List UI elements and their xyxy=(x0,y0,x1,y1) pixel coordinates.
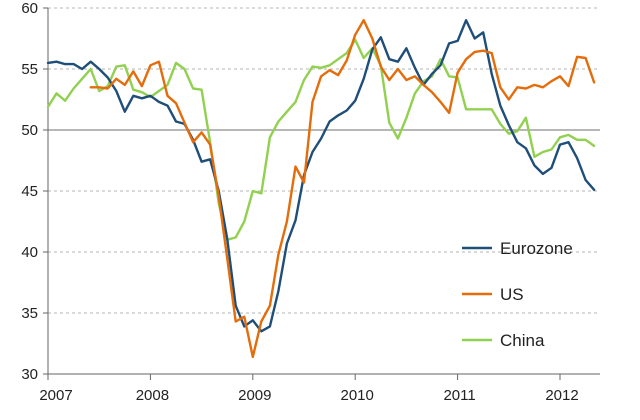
series-line-china xyxy=(46,38,596,242)
y-tick-label: 30 xyxy=(21,366,38,383)
x-tick-label: 2010 xyxy=(341,387,374,404)
legend-label-china: China xyxy=(500,331,545,350)
series-line-us xyxy=(89,19,596,359)
series xyxy=(46,19,596,359)
series-line-eurozone xyxy=(46,19,596,333)
y-tick-label: 45 xyxy=(21,183,38,200)
grid xyxy=(48,7,600,314)
x-tick-label: 2012 xyxy=(545,387,578,404)
y-tick-label: 60 xyxy=(21,0,38,17)
x-tick-label: 2011 xyxy=(443,387,475,404)
x-tick-label: 2009 xyxy=(238,387,271,404)
axes: 30 35 40 45 50 55 60 2007 2008 2009 2010 2011 2012 xyxy=(21,0,600,404)
x-tick-label: 2008 xyxy=(136,387,169,404)
y-tick-label: 35 xyxy=(21,305,38,322)
legend-label-us: US xyxy=(500,285,524,304)
legend: Eurozone US China xyxy=(462,239,573,350)
legend-label-eurozone: Eurozone xyxy=(500,239,573,258)
x-tick-label: 2007 xyxy=(39,387,72,404)
y-tick-label: 55 xyxy=(21,61,38,78)
y-tick-label: 50 xyxy=(21,122,38,139)
y-tick-label: 40 xyxy=(21,244,38,261)
